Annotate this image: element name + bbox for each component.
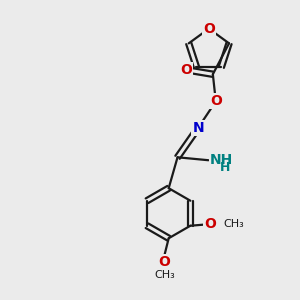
Text: H: H	[220, 161, 231, 174]
Text: O: O	[210, 94, 222, 108]
Text: NH: NH	[210, 153, 233, 167]
Text: O: O	[180, 63, 192, 77]
Text: O: O	[204, 217, 216, 231]
Text: CH₃: CH₃	[224, 219, 244, 229]
Text: O: O	[203, 22, 215, 36]
Text: N: N	[192, 121, 204, 135]
Text: O: O	[158, 255, 170, 269]
Text: CH₃: CH₃	[154, 270, 175, 280]
